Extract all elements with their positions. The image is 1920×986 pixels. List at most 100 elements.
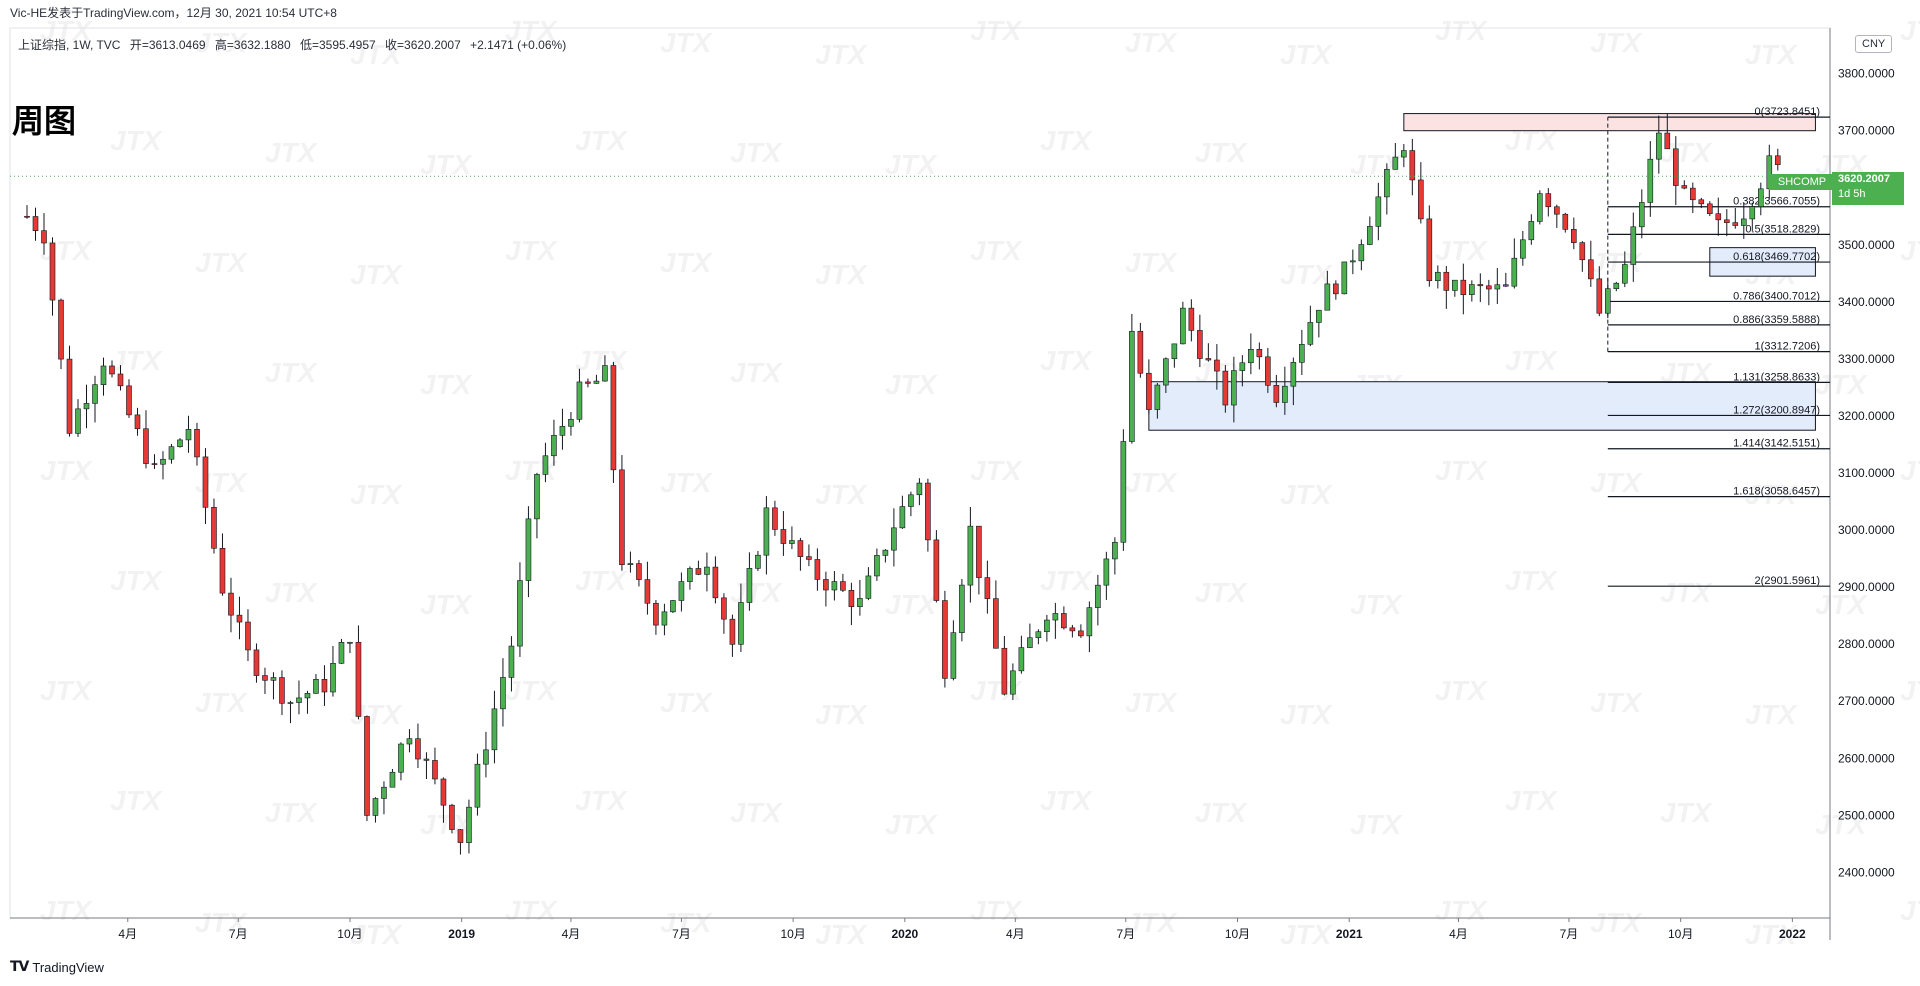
candle[interactable] [1171, 343, 1178, 368]
candle[interactable] [168, 443, 175, 464]
candle[interactable] [1282, 366, 1288, 415]
candle[interactable] [712, 556, 719, 604]
candle[interactable] [228, 577, 234, 633]
candle[interactable] [83, 384, 90, 429]
candle[interactable] [1537, 190, 1543, 225]
candle[interactable] [109, 360, 115, 378]
candle[interactable] [1706, 201, 1713, 217]
candle[interactable] [1690, 182, 1696, 214]
candle[interactable] [1392, 142, 1399, 170]
candle[interactable] [219, 533, 226, 596]
candle[interactable] [576, 368, 583, 423]
candle[interactable] [874, 548, 880, 581]
candle[interactable] [143, 410, 149, 469]
candle[interactable] [568, 411, 574, 436]
candle[interactable] [1129, 313, 1135, 444]
candle[interactable] [593, 374, 600, 384]
candle[interactable] [330, 645, 336, 697]
candle[interactable] [1639, 189, 1645, 239]
candle[interactable] [780, 511, 787, 556]
candle[interactable] [1715, 197, 1722, 236]
candle[interactable] [1154, 383, 1161, 419]
candle[interactable] [32, 207, 39, 241]
candle[interactable] [1205, 343, 1212, 362]
candle[interactable] [262, 667, 268, 695]
candle[interactable] [1001, 635, 1008, 696]
candle[interactable] [967, 506, 974, 603]
candle[interactable] [653, 599, 659, 635]
candle[interactable] [1630, 212, 1637, 282]
candle[interactable] [1324, 270, 1331, 311]
candle[interactable] [1673, 136, 1679, 206]
candle[interactable] [1740, 202, 1747, 239]
candle[interactable] [916, 478, 923, 506]
candle[interactable] [1248, 333, 1254, 375]
candle[interactable] [1656, 115, 1662, 174]
candle[interactable] [1571, 217, 1577, 250]
candle[interactable] [551, 419, 557, 466]
candle[interactable] [721, 593, 727, 634]
candle[interactable] [1486, 279, 1492, 306]
candle[interactable] [976, 525, 982, 595]
candle[interactable] [1333, 280, 1339, 300]
candle[interactable] [1222, 365, 1229, 413]
candle[interactable] [389, 768, 396, 788]
candle[interactable] [398, 742, 404, 781]
candle[interactable] [865, 567, 872, 601]
candle[interactable] [1137, 322, 1144, 378]
candle[interactable] [1681, 180, 1688, 190]
candle[interactable] [1069, 624, 1076, 638]
candle[interactable] [134, 407, 141, 436]
candle[interactable] [525, 506, 532, 598]
candle[interactable] [1384, 163, 1390, 215]
candle[interactable] [296, 680, 302, 715]
candle[interactable] [1766, 144, 1773, 200]
candle[interactable] [1044, 614, 1050, 642]
candle[interactable] [270, 672, 277, 700]
candle[interactable] [542, 442, 549, 483]
candle[interactable] [619, 455, 625, 571]
candle[interactable] [1562, 212, 1569, 233]
currency-selector[interactable]: CNY [1855, 35, 1893, 53]
candle[interactable] [1749, 202, 1756, 232]
candle[interactable] [1010, 663, 1016, 701]
candle[interactable] [797, 537, 804, 571]
candle[interactable] [857, 579, 863, 616]
candle[interactable] [1477, 273, 1484, 303]
candle[interactable] [423, 752, 430, 779]
candle[interactable] [933, 530, 940, 603]
candle[interactable] [984, 560, 991, 614]
candle[interactable] [245, 609, 251, 661]
candle[interactable] [253, 643, 260, 683]
candle[interactable] [1052, 602, 1059, 639]
candle[interactable] [1273, 374, 1280, 408]
candle[interactable] [959, 578, 965, 642]
symbol-label[interactable]: 上证综指, 1W, TVC [18, 38, 121, 52]
candle[interactable] [1494, 268, 1501, 304]
candle[interactable] [457, 828, 464, 855]
candle[interactable] [92, 375, 98, 423]
candle[interactable] [1341, 261, 1348, 295]
candle[interactable] [1061, 606, 1067, 630]
candle[interactable] [440, 777, 447, 823]
candle[interactable] [432, 747, 438, 785]
candle[interactable] [24, 205, 30, 219]
candle[interactable] [1426, 205, 1433, 287]
candle[interactable] [848, 582, 855, 626]
candle[interactable] [789, 526, 795, 550]
candle[interactable] [729, 614, 736, 657]
candle[interactable] [814, 548, 821, 591]
candle[interactable] [338, 638, 345, 665]
candle[interactable] [1078, 624, 1084, 638]
candle[interactable] [1723, 209, 1730, 237]
candle[interactable] [304, 690, 311, 714]
candle[interactable] [1214, 344, 1220, 390]
candle[interactable] [1418, 162, 1424, 224]
candle[interactable] [1452, 279, 1458, 297]
candle[interactable] [177, 438, 183, 448]
candle[interactable] [372, 797, 379, 823]
candle[interactable] [1018, 635, 1025, 674]
candle[interactable] [474, 753, 481, 816]
candle[interactable] [1401, 144, 1407, 168]
